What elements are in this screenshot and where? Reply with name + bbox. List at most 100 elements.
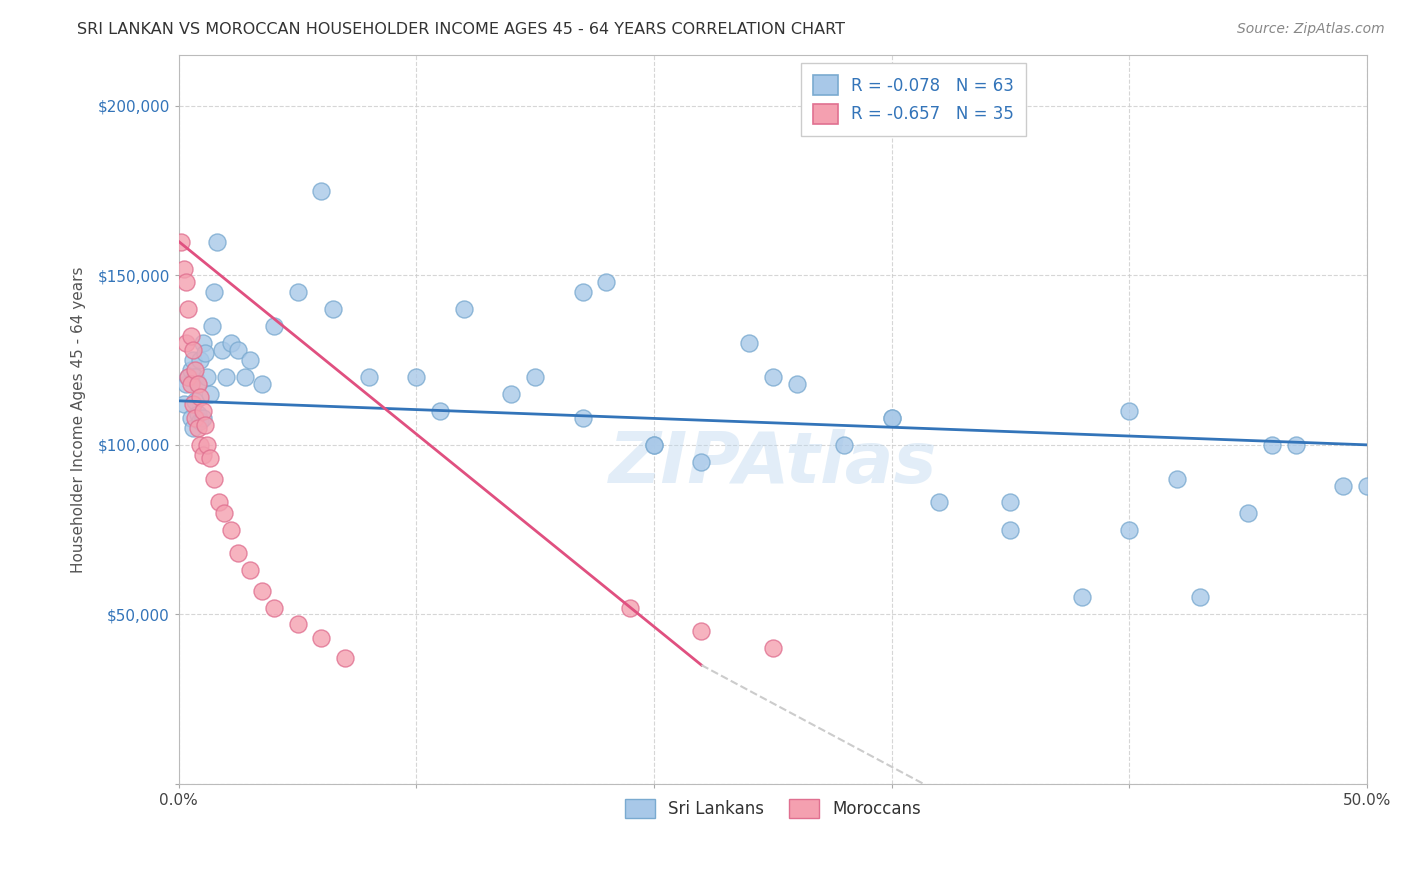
Point	[333, 651, 356, 665]
Point	[762, 370, 785, 384]
Text: Source: ZipAtlas.com: Source: ZipAtlas.com	[1237, 22, 1385, 37]
Point	[1070, 591, 1092, 605]
Point	[571, 410, 593, 425]
Point	[174, 275, 197, 289]
Point	[786, 376, 808, 391]
Point	[405, 370, 427, 384]
Text: ZIPAtlas: ZIPAtlas	[609, 429, 936, 498]
Point	[188, 438, 211, 452]
Point	[1284, 438, 1306, 452]
Point	[1331, 478, 1354, 492]
Point	[239, 563, 262, 577]
Point	[263, 600, 285, 615]
Point	[181, 343, 204, 357]
Point	[287, 285, 309, 300]
Point	[1000, 495, 1022, 509]
Point	[571, 285, 593, 300]
Point	[226, 343, 249, 357]
Point	[184, 410, 207, 425]
Y-axis label: Householder Income Ages 45 - 64 years: Householder Income Ages 45 - 64 years	[72, 266, 86, 573]
Point	[690, 624, 713, 639]
Point	[880, 410, 903, 425]
Point	[1355, 478, 1378, 492]
Point	[1237, 506, 1260, 520]
Point	[173, 261, 195, 276]
Point	[180, 376, 202, 391]
Point	[198, 387, 221, 401]
Point	[524, 370, 547, 384]
Point	[184, 370, 207, 384]
Point	[202, 472, 225, 486]
Point	[188, 353, 211, 368]
Point	[194, 346, 217, 360]
Point	[287, 617, 309, 632]
Point	[219, 523, 242, 537]
Point	[205, 235, 228, 249]
Point	[181, 421, 204, 435]
Point	[595, 275, 617, 289]
Point	[311, 631, 333, 645]
Point	[453, 302, 475, 317]
Point	[191, 448, 214, 462]
Point	[1261, 438, 1284, 452]
Point	[187, 421, 209, 435]
Point	[643, 438, 665, 452]
Point	[184, 363, 207, 377]
Point	[239, 353, 262, 368]
Point	[181, 397, 204, 411]
Point	[219, 336, 242, 351]
Point	[1118, 404, 1140, 418]
Point	[177, 370, 200, 384]
Point	[188, 391, 211, 405]
Point	[762, 641, 785, 656]
Point	[188, 414, 211, 428]
Point	[177, 370, 200, 384]
Point	[1189, 591, 1212, 605]
Point	[233, 370, 256, 384]
Point	[180, 363, 202, 377]
Point	[311, 184, 333, 198]
Point	[501, 387, 523, 401]
Point	[195, 438, 218, 452]
Point	[187, 376, 209, 391]
Point	[832, 438, 855, 452]
Point	[357, 370, 380, 384]
Point	[174, 336, 197, 351]
Point	[191, 404, 214, 418]
Point	[738, 336, 761, 351]
Point	[184, 393, 207, 408]
Point	[263, 319, 285, 334]
Point	[202, 285, 225, 300]
Point	[180, 410, 202, 425]
Point	[177, 302, 200, 317]
Point	[208, 495, 231, 509]
Point	[619, 600, 641, 615]
Point	[1118, 523, 1140, 537]
Legend: Sri Lankans, Moroccans: Sri Lankans, Moroccans	[616, 790, 929, 826]
Point	[690, 455, 713, 469]
Point	[880, 410, 903, 425]
Point	[181, 353, 204, 368]
Point	[195, 370, 218, 384]
Point	[250, 376, 273, 391]
Point	[173, 397, 195, 411]
Point	[226, 546, 249, 560]
Point	[191, 336, 214, 351]
Point	[1000, 523, 1022, 537]
Point	[211, 343, 233, 357]
Point	[322, 302, 344, 317]
Point	[194, 417, 217, 432]
Text: SRI LANKAN VS MOROCCAN HOUSEHOLDER INCOME AGES 45 - 64 YEARS CORRELATION CHART: SRI LANKAN VS MOROCCAN HOUSEHOLDER INCOM…	[77, 22, 845, 37]
Point	[187, 408, 209, 422]
Point	[201, 319, 224, 334]
Point	[187, 376, 209, 391]
Point	[928, 495, 950, 509]
Point	[170, 235, 193, 249]
Point	[215, 370, 238, 384]
Point	[212, 506, 235, 520]
Point	[174, 376, 197, 391]
Point	[643, 438, 665, 452]
Point	[250, 583, 273, 598]
Point	[198, 451, 221, 466]
Point	[429, 404, 451, 418]
